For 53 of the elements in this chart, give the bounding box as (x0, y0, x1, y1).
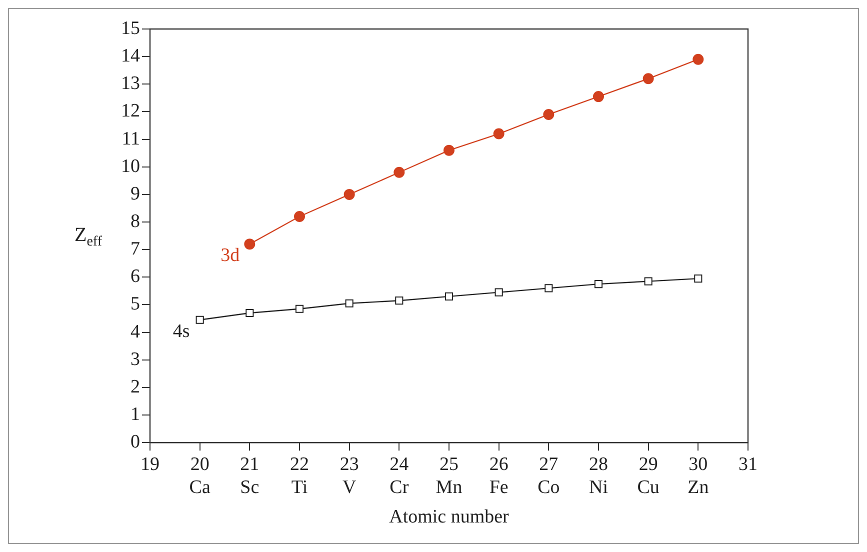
y-tick-label: 5 (130, 294, 140, 315)
series-label: 4s (172, 320, 190, 342)
x-tick-label: 22 Ti (290, 454, 309, 498)
point (494, 288, 503, 296)
y-tick-label: 8 (130, 211, 140, 232)
x-tick-label: 19 (140, 454, 160, 475)
point (394, 166, 405, 178)
y-tick-label: 4 (130, 321, 140, 342)
point (493, 128, 504, 140)
y-tick-label: 0 (130, 432, 140, 453)
y-tick-label: 11 (122, 128, 140, 150)
point (345, 299, 354, 308)
point (444, 292, 454, 300)
point (543, 108, 554, 120)
point (642, 73, 654, 84)
point (594, 280, 603, 288)
x-tick-label: 26 Fe (489, 454, 508, 498)
x-tick-label: 28 Ni (589, 454, 608, 498)
point (694, 274, 702, 283)
x-tick-label: 27 Co (538, 454, 560, 498)
point (244, 238, 256, 250)
point (196, 316, 204, 324)
y-tick-label: 13 (121, 73, 140, 94)
x-tick-label: 24 Cr (390, 454, 410, 498)
point (295, 304, 304, 313)
x-tick-label: 23 V (340, 454, 359, 498)
series-label: 3d (220, 245, 240, 266)
point (692, 54, 704, 65)
y-tick-label: 6 (130, 266, 140, 288)
y-tick-label: 12 (121, 100, 140, 122)
x-axis-title: Atomic number (389, 506, 510, 528)
y-tick-label: 2 (130, 376, 140, 398)
x-tick-label: 29 Cu (637, 454, 660, 498)
y-tick-label: 10 (121, 156, 140, 177)
x-tick-label: 30 Zn (688, 454, 710, 498)
x-tick-label: 20 Ca (189, 454, 211, 498)
y-tick-label: 14 (121, 46, 140, 67)
y-tick-label: 9 (130, 183, 140, 204)
y-tick-label: 7 (130, 238, 140, 260)
x-tick-label: 25 Mn (436, 454, 463, 498)
point (444, 144, 454, 156)
y-tick-label: 15 (121, 18, 140, 39)
point (344, 188, 355, 200)
point (644, 277, 652, 286)
x-tick-label: 31 (738, 454, 758, 475)
x-tick-label: 21 Sc (240, 454, 260, 498)
point (544, 284, 553, 292)
point (294, 211, 305, 222)
point (246, 308, 254, 318)
y-tick-label: 1 (130, 404, 140, 426)
y-tick-label: 3 (130, 348, 140, 370)
point (593, 91, 604, 102)
point (395, 296, 404, 305)
